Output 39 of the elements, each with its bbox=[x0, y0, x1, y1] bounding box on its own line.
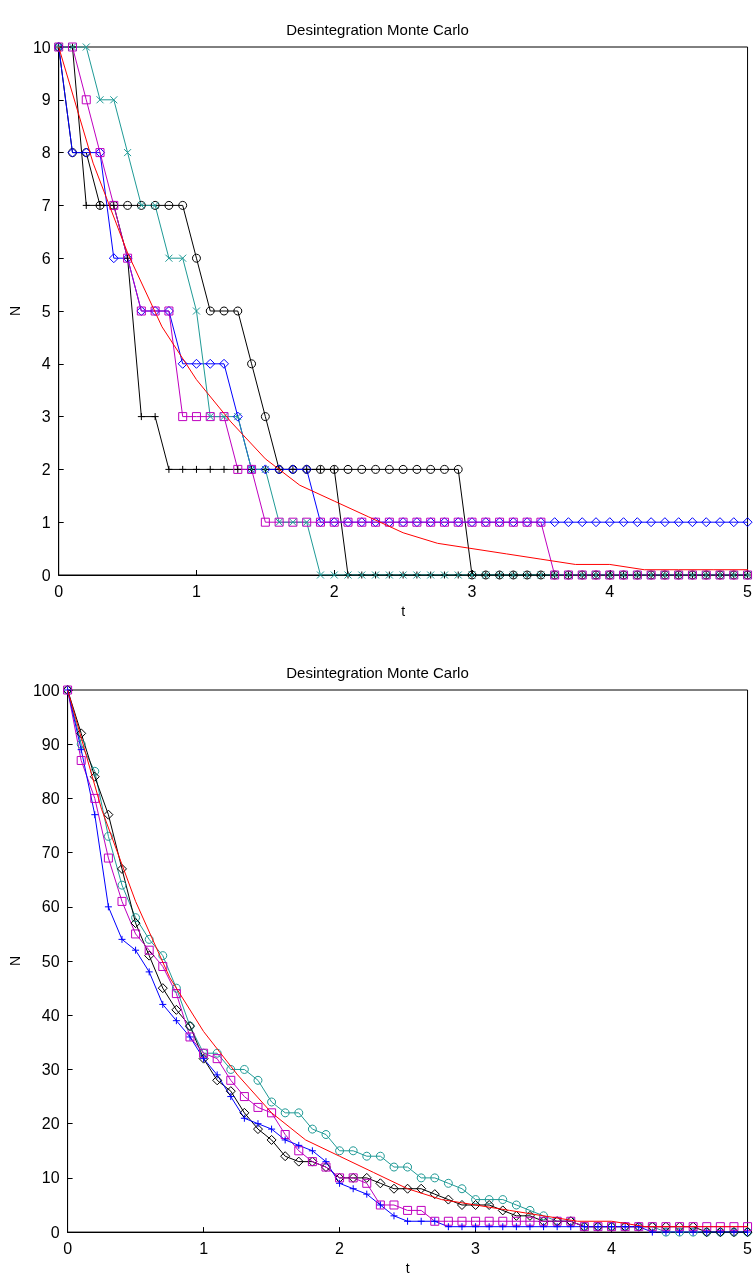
y-tick-label: 6 bbox=[41, 249, 51, 267]
y-tick-label: 0 bbox=[41, 566, 51, 584]
chart-title: Desintegration Monte Carlo bbox=[286, 664, 469, 681]
y-axis-title: N bbox=[7, 955, 23, 967]
y-tick-label: 0 bbox=[50, 1223, 60, 1241]
x-tick-label: 1 bbox=[192, 582, 202, 600]
x-tick-label: 1 bbox=[199, 1239, 209, 1257]
y-axis-title: N bbox=[7, 305, 23, 317]
y-tick-label: 2 bbox=[41, 460, 51, 478]
y-tick-label: 5 bbox=[41, 302, 51, 320]
x-tick-label: 3 bbox=[471, 1239, 481, 1257]
x-tick-label: 4 bbox=[607, 1239, 617, 1257]
y-tick-label: 60 bbox=[41, 898, 60, 916]
x-tick-label: 2 bbox=[329, 582, 339, 600]
y-tick-label: 20 bbox=[41, 1115, 60, 1133]
x-axis-title: t bbox=[405, 1260, 410, 1276]
y-tick-label: 10 bbox=[32, 38, 51, 56]
y-tick-label: 90 bbox=[41, 735, 60, 753]
x-tick-label: 5 bbox=[743, 1239, 753, 1257]
y-tick-label: 8 bbox=[41, 144, 51, 162]
y-tick-label: 80 bbox=[41, 789, 60, 807]
x-tick-label: 0 bbox=[63, 1239, 73, 1257]
x-tick-label: 2 bbox=[335, 1239, 345, 1257]
y-tick-label: 50 bbox=[41, 952, 60, 970]
y-tick-label: 40 bbox=[41, 1006, 60, 1024]
y-tick-label: 10 bbox=[41, 1169, 60, 1187]
chart-title: Desintegration Monte Carlo bbox=[286, 21, 469, 38]
y-tick-label: 100 bbox=[32, 681, 60, 699]
x-tick-label: 5 bbox=[743, 582, 753, 600]
y-tick-label: 30 bbox=[41, 1060, 60, 1078]
y-tick-label: 1 bbox=[41, 513, 51, 531]
y-tick-label: 4 bbox=[41, 355, 51, 373]
y-tick-label: 3 bbox=[41, 408, 51, 426]
x-axis-title: t bbox=[401, 602, 406, 619]
y-tick-label: 7 bbox=[41, 196, 51, 214]
x-tick-label: 4 bbox=[605, 582, 615, 600]
y-tick-label: 9 bbox=[41, 91, 51, 109]
y-tick-label: 70 bbox=[41, 844, 60, 862]
x-tick-label: 3 bbox=[467, 582, 477, 600]
